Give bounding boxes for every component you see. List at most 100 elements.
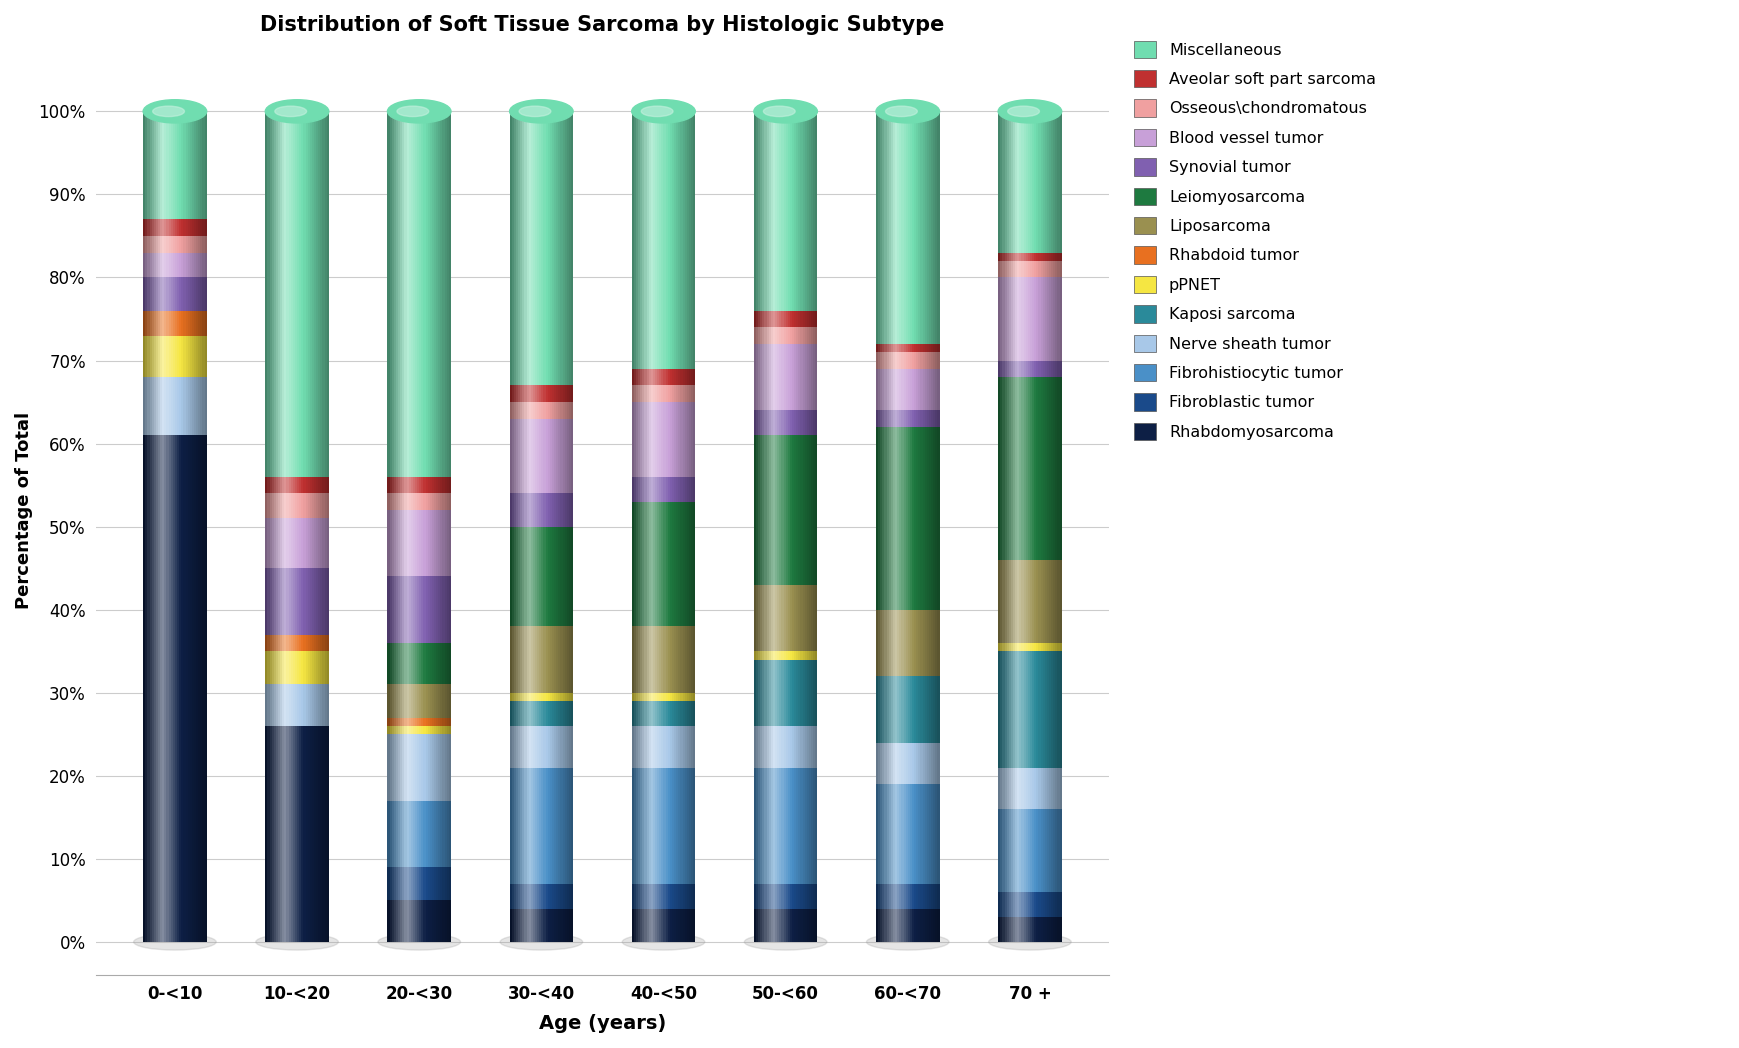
Bar — [788, 909, 790, 942]
Bar — [755, 435, 758, 585]
Bar — [442, 111, 445, 477]
Bar — [1028, 111, 1029, 253]
Bar — [1056, 809, 1057, 892]
Bar — [676, 726, 678, 767]
Bar — [426, 576, 428, 642]
Bar — [1031, 767, 1033, 809]
Bar — [546, 494, 548, 527]
Ellipse shape — [396, 106, 428, 116]
Bar — [816, 659, 817, 726]
Bar — [661, 883, 663, 909]
Bar — [322, 635, 325, 651]
Bar — [436, 642, 438, 684]
Bar — [680, 402, 682, 477]
Bar — [770, 585, 772, 651]
Bar — [659, 726, 661, 767]
Bar — [430, 867, 431, 900]
Bar — [442, 684, 445, 718]
Bar — [273, 651, 277, 684]
Bar — [883, 344, 887, 352]
Bar — [278, 111, 280, 477]
Bar — [772, 585, 774, 651]
Bar — [179, 253, 181, 278]
Bar — [442, 867, 445, 900]
Bar — [772, 767, 774, 883]
Bar — [770, 111, 772, 310]
Bar — [659, 111, 661, 369]
Bar — [642, 386, 643, 402]
Bar — [687, 402, 689, 477]
Bar — [200, 111, 202, 219]
Bar — [431, 718, 433, 726]
Bar — [426, 867, 428, 900]
Bar — [264, 651, 268, 684]
Bar — [755, 651, 758, 659]
Bar — [657, 502, 659, 627]
Bar — [1049, 892, 1050, 917]
Bar — [682, 726, 683, 767]
Bar — [918, 883, 920, 909]
Bar — [170, 377, 172, 435]
Bar — [292, 635, 296, 651]
Bar — [800, 909, 802, 942]
Bar — [909, 111, 911, 344]
Ellipse shape — [744, 934, 826, 951]
Bar — [296, 726, 297, 942]
Bar — [760, 767, 762, 883]
Bar — [436, 684, 438, 718]
Bar — [530, 527, 532, 627]
Bar — [890, 883, 892, 909]
Bar — [1017, 651, 1019, 767]
Bar — [770, 435, 772, 585]
Bar — [897, 883, 899, 909]
Bar — [880, 352, 882, 369]
Bar — [1007, 917, 1009, 942]
Bar — [1031, 261, 1033, 278]
Bar — [1024, 767, 1028, 809]
Bar — [1031, 361, 1033, 377]
Bar — [447, 900, 449, 942]
Bar — [428, 576, 430, 642]
Bar — [769, 767, 770, 883]
Bar — [1043, 651, 1047, 767]
Bar — [188, 310, 190, 335]
Bar — [916, 784, 918, 883]
Bar — [567, 693, 569, 701]
Bar — [543, 494, 546, 527]
Bar — [398, 111, 400, 477]
Bar — [1029, 253, 1031, 261]
Bar — [930, 883, 932, 909]
Bar — [892, 610, 894, 676]
Bar — [631, 627, 633, 693]
Bar — [812, 310, 816, 327]
Bar — [532, 627, 534, 693]
Bar — [264, 111, 268, 477]
Bar — [197, 111, 198, 219]
Bar — [280, 494, 282, 519]
Bar — [682, 627, 683, 693]
Bar — [1033, 261, 1036, 278]
Bar — [417, 510, 419, 576]
Bar — [937, 676, 939, 743]
Bar — [410, 576, 412, 642]
Bar — [197, 435, 198, 942]
Bar — [998, 809, 1000, 892]
Bar — [400, 510, 402, 576]
Bar — [1000, 253, 1002, 261]
Bar — [654, 883, 657, 909]
Bar — [642, 701, 643, 726]
Bar — [769, 327, 770, 344]
Bar — [289, 519, 290, 568]
Bar — [649, 111, 650, 369]
Bar — [419, 801, 421, 867]
Bar — [1000, 642, 1002, 651]
Bar — [551, 909, 553, 942]
Bar — [779, 435, 781, 585]
Bar — [1003, 917, 1007, 942]
Bar — [440, 642, 442, 684]
Bar — [929, 610, 930, 676]
Bar — [1050, 261, 1052, 278]
Bar — [657, 627, 659, 693]
Bar — [790, 909, 791, 942]
Bar — [774, 726, 777, 767]
